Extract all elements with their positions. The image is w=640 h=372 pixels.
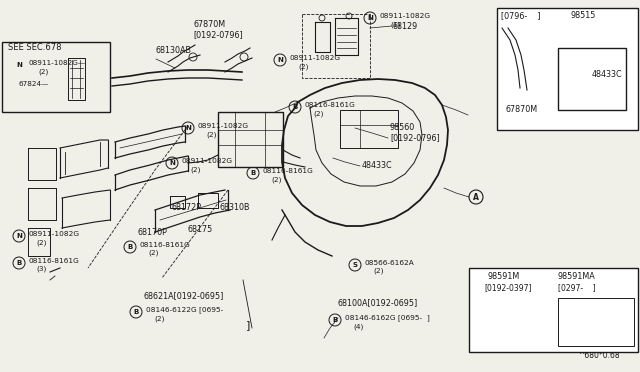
Text: 08116-8161G: 08116-8161G xyxy=(140,242,191,248)
Bar xyxy=(2,42,110,112)
Text: N: N xyxy=(277,57,283,63)
Text: N: N xyxy=(169,160,175,166)
Text: 67870M: 67870M xyxy=(506,105,538,114)
Text: 08911-1082G—: 08911-1082G— xyxy=(28,60,85,66)
Text: 48433C: 48433C xyxy=(362,161,392,170)
Text: 08146-6162G [0695-  ]: 08146-6162G [0695- ] xyxy=(345,315,430,321)
Bar xyxy=(558,48,626,110)
Text: B: B xyxy=(17,260,22,266)
Text: 98591M: 98591M xyxy=(488,272,520,281)
Text: B: B xyxy=(332,317,338,323)
Text: (2): (2) xyxy=(313,110,323,116)
Text: 08116-8161G: 08116-8161G xyxy=(28,258,79,264)
Text: 08911-1082G: 08911-1082G xyxy=(380,13,431,19)
Text: 68130AB: 68130AB xyxy=(155,46,191,55)
Text: (2): (2) xyxy=(373,268,383,275)
Text: ^680*0.68: ^680*0.68 xyxy=(579,351,620,360)
Text: A: A xyxy=(473,192,479,202)
Text: 08911-1082G: 08911-1082G xyxy=(198,123,249,129)
Text: B: B xyxy=(127,244,132,250)
Text: B: B xyxy=(292,104,298,110)
Text: 68100A[0192-0695]: 68100A[0192-0695] xyxy=(338,298,419,307)
Text: 67824—: 67824— xyxy=(18,81,49,87)
Text: [0297-    ]: [0297- ] xyxy=(558,283,596,292)
Text: 68170P: 68170P xyxy=(138,228,168,237)
Text: A: A xyxy=(474,278,480,284)
Bar xyxy=(340,110,398,148)
Text: 08911-1082G: 08911-1082G xyxy=(182,158,233,164)
Text: [0192-0796]: [0192-0796] xyxy=(193,30,243,39)
Text: (2): (2) xyxy=(154,315,164,321)
Text: (2): (2) xyxy=(38,68,48,74)
Text: N: N xyxy=(16,62,22,68)
Text: (2): (2) xyxy=(271,176,282,183)
Text: 68621A[0192-0695]: 68621A[0192-0695] xyxy=(143,291,223,300)
Bar xyxy=(469,268,638,352)
Circle shape xyxy=(507,310,513,316)
Text: 68310B: 68310B xyxy=(220,203,250,212)
Text: (4): (4) xyxy=(353,323,364,330)
Bar xyxy=(558,298,634,346)
Text: 08146-6122G [0695-: 08146-6122G [0695- xyxy=(146,307,223,313)
Text: 68172P: 68172P xyxy=(172,203,202,212)
Text: 08566-6162A: 08566-6162A xyxy=(365,260,415,266)
Text: (2): (2) xyxy=(206,131,216,138)
Text: 68129: 68129 xyxy=(393,22,419,31)
Text: (2): (2) xyxy=(36,239,47,246)
Text: 98591MA: 98591MA xyxy=(558,272,596,281)
Text: 08116-8161G: 08116-8161G xyxy=(263,168,314,174)
Text: (1): (1) xyxy=(390,21,401,28)
Text: 68175: 68175 xyxy=(187,225,212,234)
Text: B: B xyxy=(250,170,255,176)
Text: 98560: 98560 xyxy=(390,123,415,132)
Text: [0192-0796]: [0192-0796] xyxy=(390,133,440,142)
Bar xyxy=(497,8,638,130)
Text: B: B xyxy=(133,309,139,315)
Text: (2): (2) xyxy=(298,63,308,70)
Text: 98515: 98515 xyxy=(571,11,596,20)
Text: [0192-0397]: [0192-0397] xyxy=(484,283,531,292)
Text: 08911-1082G: 08911-1082G xyxy=(28,231,79,237)
Text: (2): (2) xyxy=(148,250,159,257)
Text: ]: ] xyxy=(246,320,250,330)
Text: 67870M: 67870M xyxy=(193,20,225,29)
Text: (3): (3) xyxy=(36,266,46,273)
Bar xyxy=(218,112,283,167)
Text: N: N xyxy=(185,125,191,131)
Text: 48433C: 48433C xyxy=(592,70,623,79)
Text: S: S xyxy=(353,262,358,268)
Text: N: N xyxy=(367,15,373,21)
Text: (2): (2) xyxy=(190,166,200,173)
Text: 08116-8161G: 08116-8161G xyxy=(305,102,356,108)
Text: SEE SEC.678: SEE SEC.678 xyxy=(8,43,61,52)
Text: N: N xyxy=(16,233,22,239)
Text: [0796-    ]: [0796- ] xyxy=(501,11,541,20)
Text: 08911-1082G: 08911-1082G xyxy=(290,55,341,61)
